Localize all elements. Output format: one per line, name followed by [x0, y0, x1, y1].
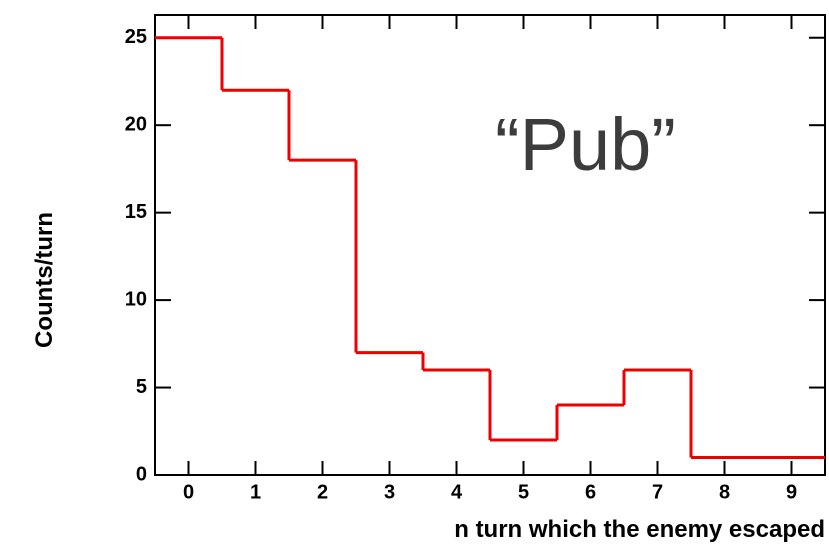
x-tick-label: 2: [317, 481, 328, 503]
y-tick-label: 25: [125, 26, 147, 48]
y-tick-label: 0: [136, 463, 147, 485]
x-tick-label: 9: [786, 481, 797, 503]
x-tick-label: 3: [384, 481, 395, 503]
x-tick-label: 1: [250, 481, 261, 503]
y-axis-label: Counts/turn: [31, 212, 58, 348]
x-tick-label: 7: [652, 481, 663, 503]
y-tick-label: 10: [125, 288, 147, 310]
x-tick-label: 5: [518, 481, 529, 503]
x-tick-label: 8: [719, 481, 730, 503]
y-tick-label: 5: [136, 376, 147, 398]
plot-frame: [154, 14, 826, 476]
x-tick-label: 0: [183, 481, 194, 503]
x-axis-label: n turn which the enemy escaped: [454, 516, 825, 543]
y-tick-label: 20: [125, 113, 147, 135]
x-tick-label: 4: [451, 481, 463, 503]
x-tick-label: 6: [585, 481, 596, 503]
annotation: “Pub”: [495, 103, 676, 186]
y-tick-label: 15: [125, 201, 147, 223]
